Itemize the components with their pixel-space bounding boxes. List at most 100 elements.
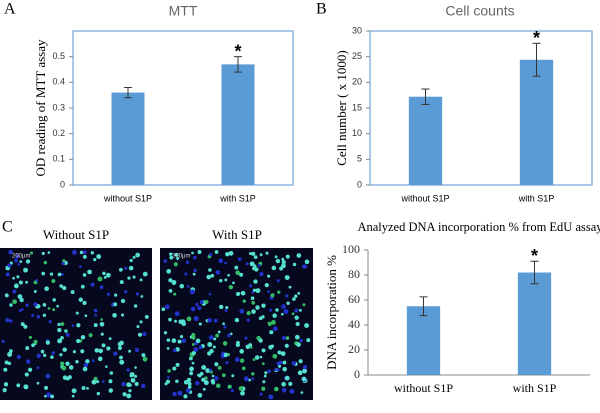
cell-dot [175, 379, 179, 384]
cell-dot [124, 290, 128, 294]
cell-dot [267, 322, 272, 327]
cell-dot [183, 379, 189, 385]
cell-dot [87, 269, 92, 275]
cell-dot [45, 340, 51, 345]
cell-dot [91, 359, 95, 363]
cell-dot [228, 284, 234, 290]
cell-dot [257, 264, 261, 267]
cell-dot [5, 272, 10, 277]
cell-dot [75, 311, 79, 315]
cell-dot [296, 342, 301, 347]
cell-dot [270, 320, 276, 325]
cell-dot [85, 359, 90, 364]
cell-dot [142, 356, 148, 362]
cell-dot [197, 305, 202, 311]
cell-dot [207, 351, 212, 356]
cell-dot [129, 373, 134, 378]
cell-dot [239, 308, 245, 314]
cell-dot [86, 386, 89, 390]
cell-dot [97, 356, 103, 362]
cell-dot [18, 309, 22, 312]
cell-dot [99, 321, 105, 327]
cell-dot [238, 386, 244, 391]
y-tick-label: 80 [348, 267, 360, 281]
cell-dot [91, 379, 97, 385]
cell-dot [1, 339, 5, 344]
cell-dot [80, 335, 86, 340]
cell-dot [262, 380, 266, 384]
cell-dot [81, 386, 86, 391]
cell-dot [302, 368, 308, 374]
cell-dot [7, 263, 12, 268]
cell-dot [306, 338, 311, 343]
cell-dot [174, 311, 180, 317]
cell-dot [28, 335, 32, 339]
cell-dot [191, 251, 194, 255]
cell-dot [195, 338, 201, 344]
y-tick-label: 0 [354, 367, 360, 381]
cell-dot [292, 297, 296, 301]
cell-dot [4, 293, 9, 298]
cell-dot [201, 365, 207, 370]
cell-dot [129, 258, 133, 263]
cell-dot [241, 366, 246, 371]
y-tick-label: 0.4 [52, 77, 65, 87]
cell-dot [174, 319, 178, 323]
cell-dot [193, 316, 199, 322]
y-tick-label: 15 [352, 102, 362, 112]
cell-dot [128, 265, 134, 271]
bar [408, 96, 443, 185]
cell-dot [207, 341, 213, 347]
cell-dot [186, 316, 192, 322]
cell-dot [60, 361, 65, 366]
cell-dot [274, 368, 277, 372]
cell-dot [166, 346, 170, 350]
image-title: Without S1P [43, 227, 109, 242]
cell-dot [282, 360, 287, 365]
cell-dot [259, 271, 264, 277]
cell-dot [302, 264, 307, 269]
cell-dot [82, 300, 87, 306]
cell-dot [267, 369, 272, 373]
panel-label: A [4, 1, 16, 18]
cell-dot [97, 276, 103, 282]
cell-dot [80, 349, 85, 354]
cell-dot [263, 374, 267, 378]
cell-dot [71, 388, 77, 394]
cell-dot [223, 325, 227, 329]
cell-dot [227, 273, 230, 277]
cell-dot [42, 353, 47, 357]
cell-dot [169, 252, 173, 256]
cell-dot [139, 320, 143, 324]
cell-dot [7, 351, 13, 357]
cell-dot [294, 315, 299, 320]
cell-dot [301, 376, 307, 382]
cell-dot [270, 293, 275, 298]
cell-dot [135, 292, 139, 296]
cell-dot [291, 361, 296, 366]
cell-dot [248, 252, 252, 256]
cell-dot [105, 365, 108, 368]
cell-dot [108, 388, 114, 393]
cell-dot [164, 304, 170, 310]
cell-dot [9, 319, 13, 323]
cell-dot [281, 259, 286, 265]
bar [517, 272, 552, 375]
cell-dot [222, 341, 228, 346]
cell-dot [168, 278, 173, 283]
x-tick-label: with S1P [219, 193, 256, 203]
cell-dot [254, 355, 260, 360]
error-bar [124, 86, 132, 99]
cell-dot [225, 305, 229, 310]
cell-dot [62, 347, 67, 352]
cell-dot [276, 368, 280, 372]
cell-dot [82, 250, 87, 255]
cell-dot [246, 318, 250, 322]
cell-dot [185, 260, 190, 264]
chart-title: Cell counts [445, 3, 514, 19]
cell-dot [88, 333, 93, 338]
cell-dot [253, 255, 258, 259]
cell-dot [12, 289, 17, 294]
cell-dot [60, 322, 65, 326]
cell-dot [187, 385, 192, 389]
